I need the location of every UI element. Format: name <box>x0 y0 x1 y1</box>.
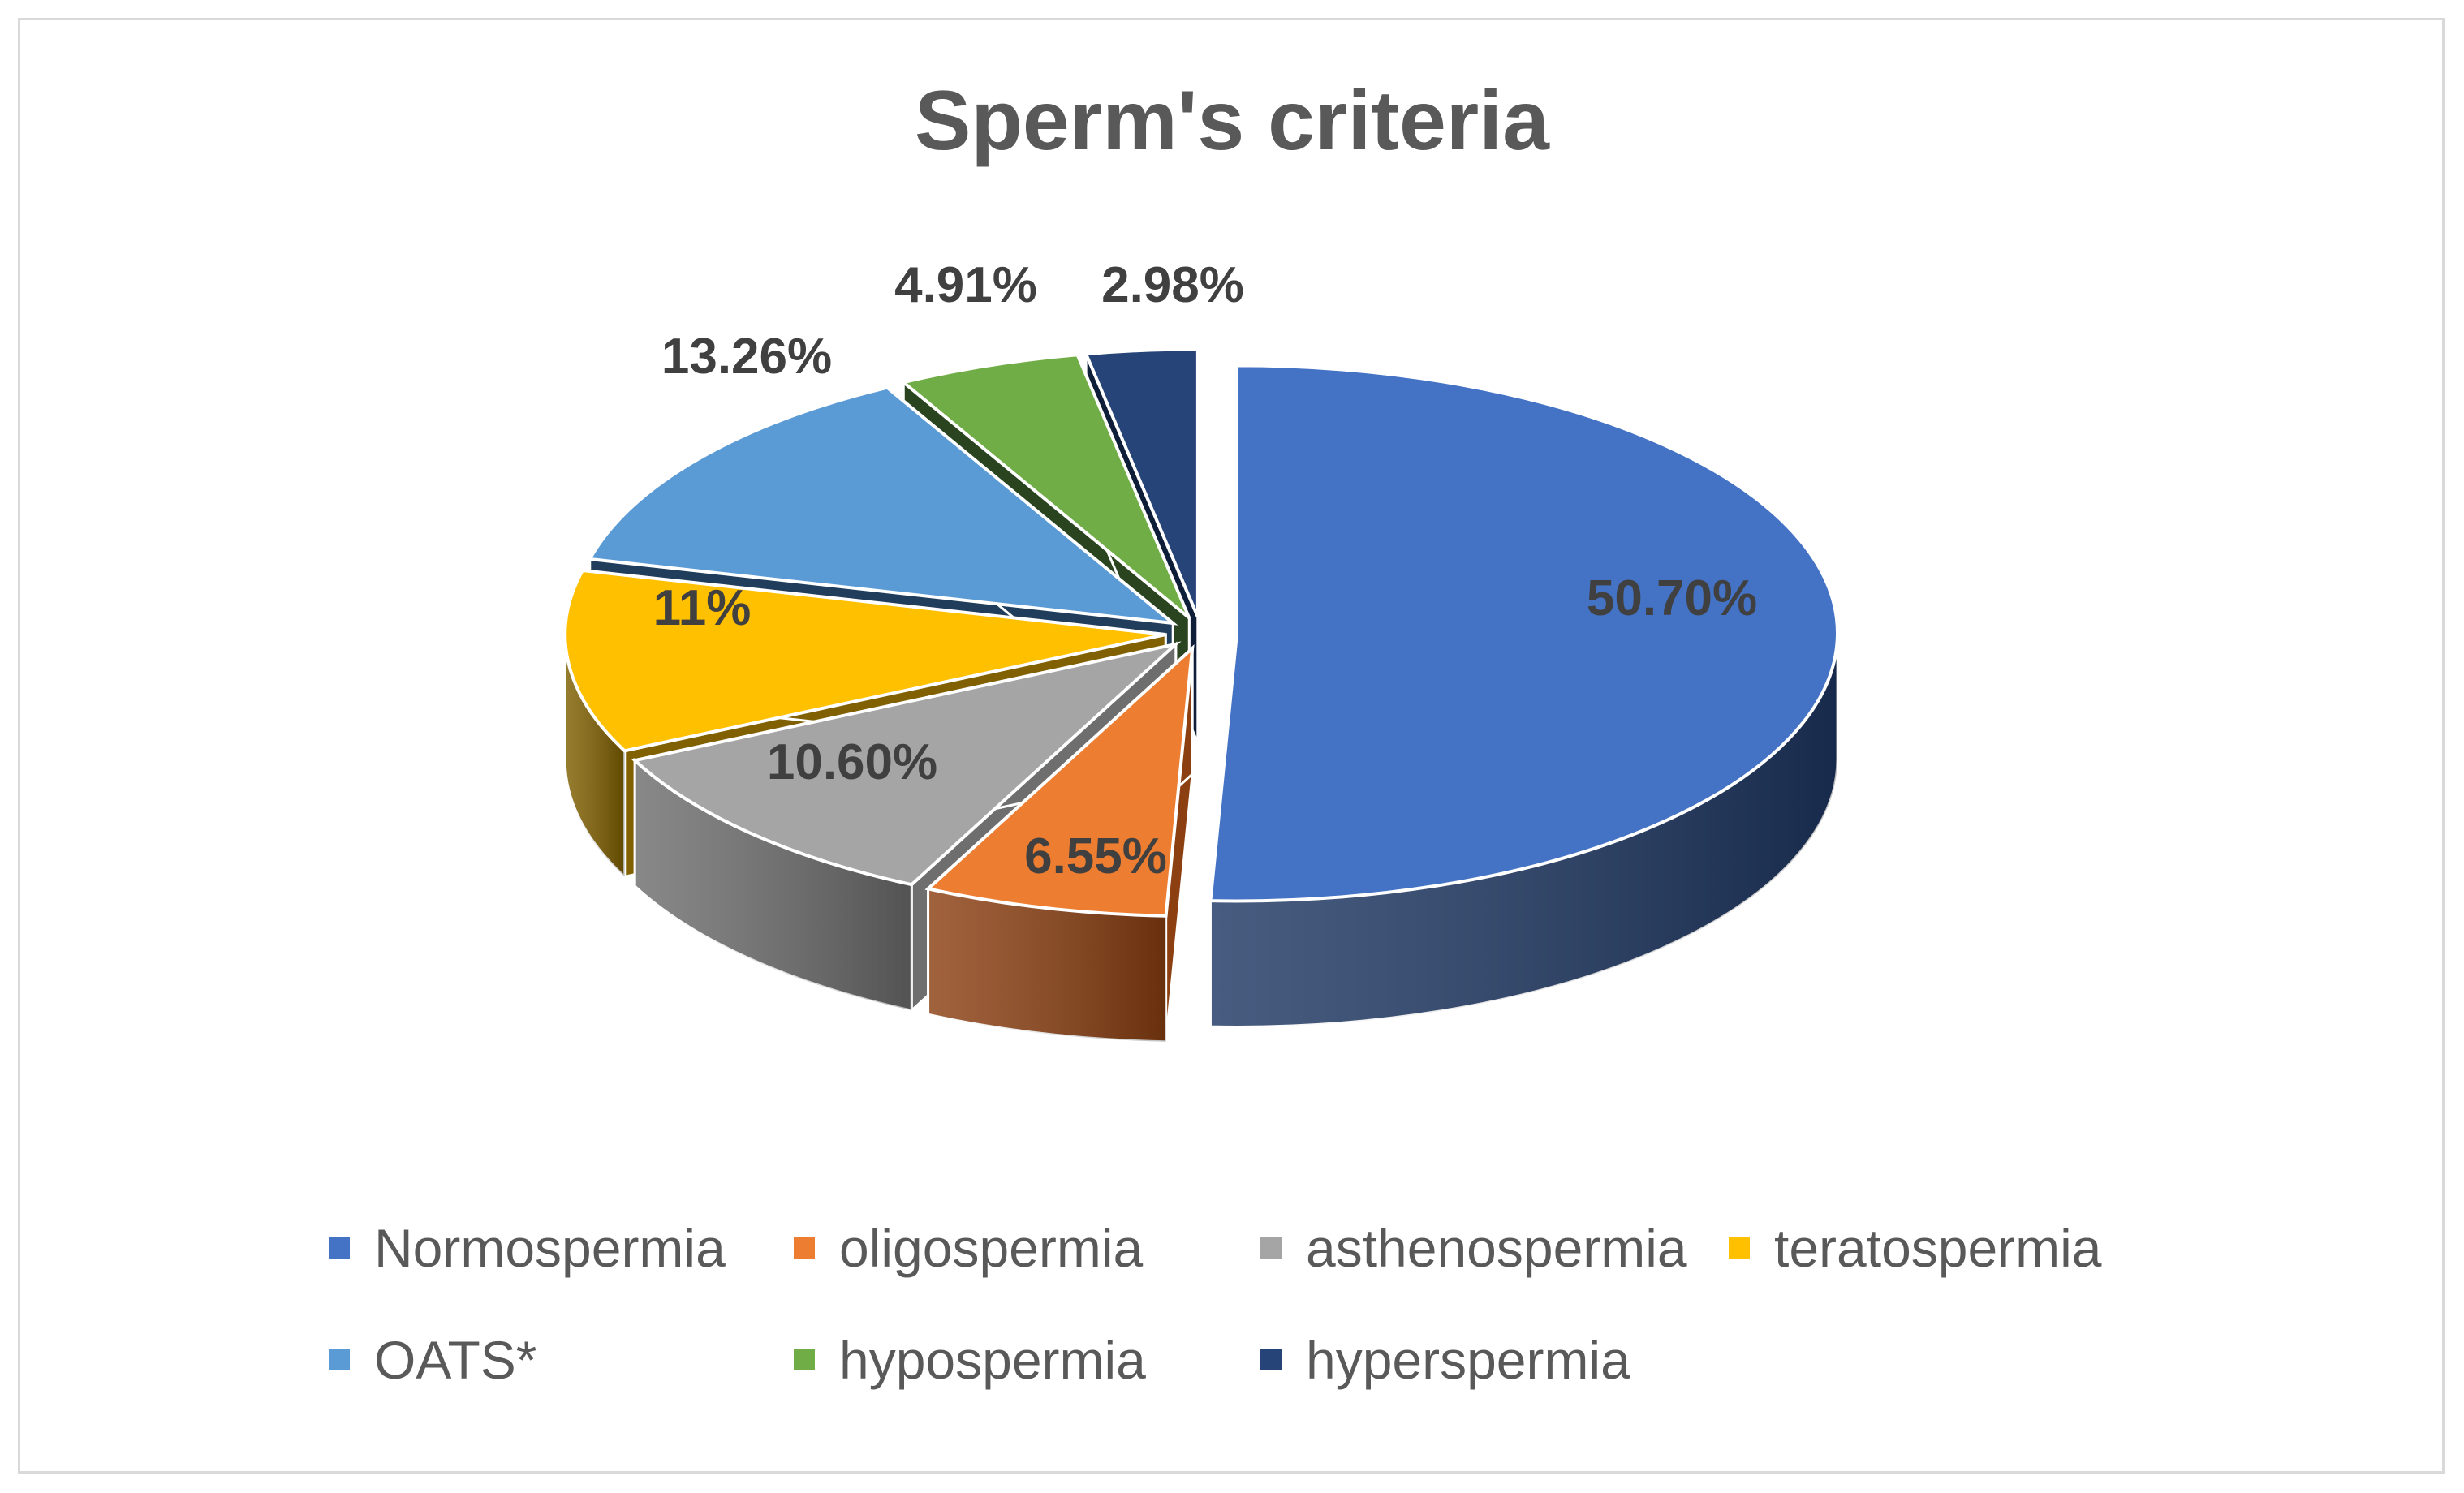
pie-slice-hypospermia <box>899 353 1191 620</box>
legend-item-asthenospermia: asthenospermia <box>1260 1217 1687 1279</box>
legend-item-hypospermia: hypospermia <box>794 1329 1146 1391</box>
legend-item-oats: OATS* <box>329 1329 536 1391</box>
legend-item-normospermia: Normospermia <box>329 1217 726 1279</box>
data-label-hypospermia: 4.91% <box>894 257 1037 313</box>
legend-swatch-asthenospermia <box>1260 1237 1282 1259</box>
legend-label-oligospermia: oligospermia <box>839 1218 1144 1278</box>
legend-swatch-hypospermia <box>794 1349 815 1370</box>
data-label-oligospermia: 6.55% <box>1024 828 1167 884</box>
pie-side-shade-asthenospermia-0 <box>635 760 912 1011</box>
data-label-asthenospermia: 10.60% <box>767 734 937 790</box>
legend-label-hypospermia: hypospermia <box>839 1330 1146 1390</box>
pie-slice-asthenospermia <box>631 641 1182 887</box>
data-label-teratospermia: 11% <box>653 580 752 636</box>
legend-label-teratospermia: teratospermia <box>1774 1218 2102 1278</box>
legend-item-oligospermia: oligospermia <box>794 1217 1143 1279</box>
legend-item-hyperspermia: hyperspermia <box>1260 1329 1630 1391</box>
legend-label-asthenospermia: asthenospermia <box>1306 1218 1687 1278</box>
pie-slice-teratospermia <box>563 568 1166 753</box>
legend-swatch-teratospermia <box>1729 1237 1750 1259</box>
pie-slice-oats <box>587 385 1178 626</box>
legend-item-teratospermia: teratospermia <box>1729 1217 2102 1279</box>
data-label-normospermia: 50.70% <box>1587 570 1757 626</box>
legend-swatch-normospermia <box>329 1237 350 1259</box>
pie-slice-normospermia <box>1208 364 1840 903</box>
pie-slice-hyperspermia <box>1083 347 1200 618</box>
legend-label-normospermia: Normospermia <box>374 1218 726 1278</box>
chart-title: Sperm's criteria <box>914 74 1550 168</box>
pie-side-shade-oligospermia-0 <box>928 888 1166 1042</box>
data-label-hyperspermia: 2.98% <box>1101 257 1244 313</box>
legend-swatch-oats <box>329 1349 350 1370</box>
legend-swatch-hyperspermia <box>1260 1349 1282 1370</box>
legend-label-hyperspermia: hyperspermia <box>1306 1330 1630 1390</box>
legend-swatch-oligospermia <box>794 1237 815 1259</box>
legend-label-oats: OATS* <box>374 1330 537 1390</box>
pie-slice-oligospermia <box>924 644 1195 918</box>
data-label-oats: 13.26% <box>661 329 832 385</box>
pie-side-shade-normospermia-0 <box>1210 633 1837 1027</box>
